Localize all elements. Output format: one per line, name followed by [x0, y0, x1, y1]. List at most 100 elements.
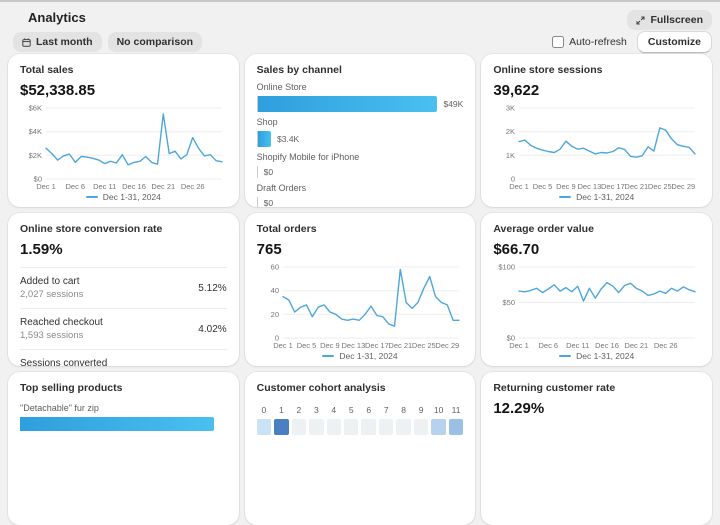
channel-label: Shop	[256, 117, 278, 127]
calendar-icon	[22, 37, 31, 47]
step-label: Reached checkout	[20, 317, 103, 328]
svg-text:Dec 5: Dec 5	[533, 182, 553, 191]
conversion-step: Reached checkout 1,593 sessions 4.02%	[20, 308, 227, 349]
average-order-value-card: Average order value $66.70 $0 $50 $100 Dec …	[481, 213, 712, 366]
channel-value: $49K	[443, 99, 464, 109]
step-sessions: 2,027 sessions	[20, 289, 84, 300]
comparison-button[interactable]: No comparison	[107, 32, 203, 52]
svg-text:Dec 9: Dec 9	[556, 182, 576, 191]
aov-legend: Dec 1-31, 2024	[493, 351, 700, 361]
svg-text:Dec 9: Dec 9	[320, 341, 340, 350]
sessions-value: 39,622	[493, 82, 540, 99]
conversion-steps: Added to cart 2,027 sessions 5.12% Reach…	[20, 267, 227, 366]
step-label: Added to cart	[20, 276, 80, 287]
comparison-label: No comparison	[116, 36, 194, 48]
conversion-title[interactable]: Online store conversion rate	[20, 223, 163, 235]
sessions-title[interactable]: Online store sessions	[493, 64, 603, 76]
svg-text:Dec 29: Dec 29	[672, 182, 696, 191]
legend-dash-icon	[85, 196, 98, 198]
customize-button[interactable]: Customize	[636, 31, 712, 53]
legend-dash-icon	[559, 196, 572, 198]
sessions-chart: 0 1K 2K 3K Dec 1 Dec 5 Dec 9 Dec 13 Dec 17 Dec 21…	[493, 103, 700, 191]
legend-label: Dec 1-31, 2024	[102, 192, 161, 202]
cohort-cell	[291, 419, 307, 435]
step-rate: 4.02%	[198, 323, 227, 335]
legend-dash-icon	[322, 355, 335, 357]
fullscreen-button[interactable]: Fullscreen	[627, 10, 712, 30]
cohort-cell	[448, 419, 464, 435]
channel-bar	[257, 131, 272, 147]
svg-text:Dec 16: Dec 16	[595, 341, 619, 350]
svg-text:$50: $50	[503, 298, 516, 307]
cohort-title[interactable]: Customer cohort analysis	[256, 382, 386, 394]
svg-text:Dec 25: Dec 25	[412, 341, 436, 350]
svg-text:Dec 1: Dec 1	[36, 182, 56, 191]
top-products-title[interactable]: Top selling products	[20, 382, 123, 394]
svg-text:Dec 25: Dec 25	[648, 182, 672, 191]
total-sales-legend: Dec 1-31, 2024	[20, 192, 227, 202]
svg-text:Dec 17: Dec 17	[601, 182, 625, 191]
svg-text:Dec 26: Dec 26	[654, 341, 678, 350]
cohort-grid: 0 1 2 3 4 5 6 7 8 9 10 11	[256, 405, 464, 435]
cohort-cell	[413, 419, 429, 435]
step-rate: 5.12%	[198, 282, 227, 294]
svg-text:Dec 13: Dec 13	[341, 341, 365, 350]
total-sales-card: Total sales $52,338.85 $0 $2K $4K $6K Dec 1 D…	[8, 54, 239, 207]
fullscreen-expand-icon	[636, 15, 646, 25]
legend-label: Dec 1-31, 2024	[576, 351, 635, 361]
sales-by-channel-card: Sales by channel Online Store $49K Shop …	[244, 54, 476, 207]
cohort-cell	[326, 419, 342, 435]
svg-text:$6K: $6K	[29, 104, 42, 113]
auto-refresh-checkbox[interactable]	[552, 36, 565, 48]
conversion-value: 1.59%	[20, 241, 63, 258]
aov-value: $66.70	[493, 241, 540, 258]
svg-text:Dec 11: Dec 11	[566, 341, 589, 350]
returning-customer-rate-card: Returning customer rate 12.29%	[481, 372, 712, 525]
product-label: "Detachable" fur zip	[20, 403, 99, 413]
svg-text:Dec 1: Dec 1	[510, 341, 530, 350]
svg-text:$2K: $2K	[29, 151, 42, 160]
legend-label: Dec 1-31, 2024	[339, 351, 398, 361]
channel-value: $3.4K	[277, 134, 300, 144]
online-store-sessions-card: Online store sessions 39,622 0 1K 2K 3K Dec …	[481, 54, 712, 207]
filter-bar: Last month No comparison	[13, 32, 203, 52]
channel-label: Online Store	[256, 82, 307, 92]
svg-text:Dec 5: Dec 5	[296, 341, 316, 350]
svg-text:Dec 21: Dec 21	[151, 182, 175, 191]
channel-value: $0	[263, 198, 274, 207]
svg-text:Dec 17: Dec 17	[365, 341, 389, 350]
sales-by-channel-title[interactable]: Sales by channel	[256, 64, 342, 76]
svg-text:$0: $0	[507, 334, 515, 343]
legend-dash-icon	[559, 355, 572, 357]
svg-text:Dec 16: Dec 16	[122, 182, 146, 191]
date-range-button[interactable]: Last month	[13, 32, 102, 52]
legend-label: Dec 1-31, 2024	[576, 192, 635, 202]
svg-text:20: 20	[270, 310, 278, 319]
channel-bar	[257, 96, 438, 112]
aov-title[interactable]: Average order value	[493, 223, 594, 235]
auto-refresh-control: Auto-refresh	[552, 36, 627, 48]
svg-text:Dec 21: Dec 21	[625, 182, 649, 191]
svg-text:40: 40	[270, 286, 278, 295]
auto-refresh-label: Auto-refresh	[569, 36, 627, 48]
svg-text:Dec 26: Dec 26	[181, 182, 205, 191]
svg-text:Dec 29: Dec 29	[435, 341, 459, 350]
svg-text:Dec 6: Dec 6	[539, 341, 559, 350]
svg-text:Dec 21: Dec 21	[625, 341, 649, 350]
svg-text:3K: 3K	[506, 104, 515, 113]
fullscreen-label: Fullscreen	[650, 14, 703, 26]
total-sales-title[interactable]: Total sales	[20, 64, 74, 76]
total-orders-title[interactable]: Total orders	[256, 223, 317, 235]
sessions-legend: Dec 1-31, 2024	[493, 192, 700, 202]
channel-row: Shop $3.4K	[256, 117, 464, 147]
cohort-cell	[344, 419, 359, 435]
conversion-step: Sessions converted 631 sessions 1.59%	[20, 349, 227, 366]
step-label: Sessions converted	[20, 358, 108, 366]
page-title: Analytics	[28, 10, 86, 25]
total-sales-value: $52,338.85	[20, 82, 96, 99]
returning-title[interactable]: Returning customer rate	[493, 382, 616, 394]
product-bar	[20, 417, 215, 431]
svg-text:Dec 6: Dec 6	[66, 182, 86, 191]
